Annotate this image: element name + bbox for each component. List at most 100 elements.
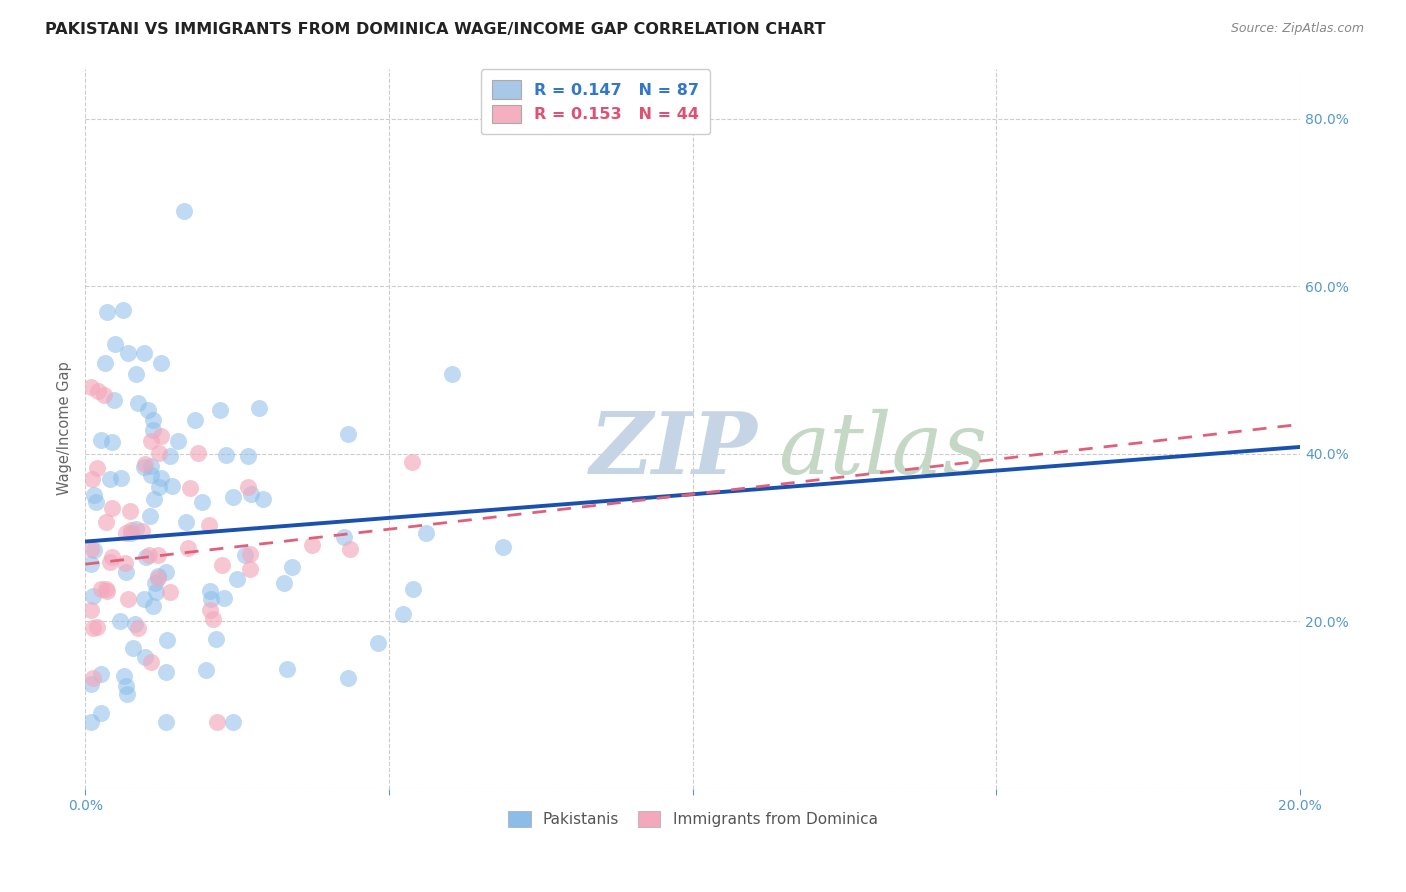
Point: [93, 388, 115, 402]
Point: [155, 633, 177, 648]
Point: [276, 662, 298, 676]
Point: [150, 429, 173, 443]
Point: [176, 541, 198, 556]
Point: [391, 607, 413, 621]
Point: [148, 446, 170, 460]
Point: [148, 480, 170, 494]
Point: [162, 479, 184, 493]
Point: [135, 550, 157, 565]
Point: [401, 455, 423, 469]
Point: [143, 492, 166, 507]
Point: [198, 518, 221, 533]
Point: [174, 515, 197, 529]
Y-axis label: Wage/Income Gap: Wage/Income Gap: [58, 361, 72, 495]
Legend: Pakistanis, Immigrants from Dominica: Pakistanis, Immigrants from Dominica: [501, 804, 886, 835]
Point: [167, 434, 190, 448]
Point: [94, 582, 117, 596]
Point: [367, 636, 389, 650]
Point: [82, 672, 104, 686]
Point: [83, 488, 105, 502]
Point: [83, 543, 105, 558]
Point: [80, 714, 103, 729]
Point: [104, 337, 127, 351]
Point: [150, 471, 173, 485]
Point: [198, 584, 221, 599]
Point: [146, 568, 169, 582]
Point: [114, 565, 136, 579]
Point: [146, 549, 169, 563]
Point: [80, 558, 103, 572]
Point: [132, 346, 155, 360]
Point: [114, 669, 136, 683]
Point: [124, 617, 146, 632]
Point: [200, 591, 222, 606]
Point: [131, 524, 153, 538]
Point: [141, 467, 163, 482]
Point: [440, 367, 463, 381]
Point: [155, 565, 177, 579]
Point: [100, 434, 122, 449]
Point: [195, 663, 218, 677]
Point: [132, 460, 155, 475]
Point: [214, 591, 236, 605]
Point: [179, 481, 201, 495]
Point: [127, 621, 149, 635]
Point: [141, 656, 163, 670]
Point: [301, 538, 323, 552]
Point: [141, 458, 163, 473]
Point: [139, 434, 162, 448]
Point: [115, 687, 138, 701]
Point: [114, 526, 136, 541]
Point: [415, 525, 437, 540]
Point: [94, 356, 117, 370]
Text: PAKISTANI VS IMMIGRANTS FROM DOMINICA WAGE/INCOME GAP CORRELATION CHART: PAKISTANI VS IMMIGRANTS FROM DOMINICA WA…: [45, 22, 825, 37]
Point: [226, 572, 249, 586]
Point: [103, 392, 125, 407]
Point: [100, 472, 122, 486]
Point: [173, 204, 195, 219]
Point: [134, 650, 156, 665]
Point: [132, 591, 155, 606]
Point: [90, 582, 112, 597]
Point: [252, 491, 274, 506]
Point: [239, 547, 262, 561]
Point: [198, 603, 221, 617]
Text: atlas: atlas: [778, 409, 987, 491]
Point: [491, 540, 513, 554]
Point: [108, 614, 131, 628]
Point: [205, 715, 228, 730]
Point: [84, 494, 107, 508]
Point: [86, 461, 108, 475]
Text: Source: ZipAtlas.com: Source: ZipAtlas.com: [1230, 22, 1364, 36]
Point: [202, 612, 225, 626]
Point: [204, 632, 226, 646]
Point: [82, 590, 104, 604]
Point: [139, 509, 162, 524]
Point: [159, 450, 181, 464]
Point: [184, 413, 207, 427]
Point: [117, 591, 139, 606]
Point: [127, 395, 149, 409]
Point: [142, 424, 165, 438]
Point: [86, 384, 108, 398]
Point: [138, 549, 160, 563]
Point: [239, 562, 262, 576]
Point: [82, 622, 104, 636]
Point: [159, 585, 181, 599]
Point: [143, 575, 166, 590]
Point: [80, 542, 103, 557]
Point: [96, 305, 118, 319]
Point: [114, 556, 136, 570]
Point: [101, 501, 124, 516]
Point: [209, 402, 232, 417]
Point: [134, 458, 156, 472]
Point: [333, 530, 356, 544]
Point: [142, 413, 165, 427]
Point: [239, 487, 262, 501]
Point: [82, 472, 104, 486]
Point: [273, 576, 295, 591]
Point: [96, 583, 118, 598]
Point: [247, 401, 270, 416]
Point: [90, 667, 112, 681]
Point: [90, 706, 112, 721]
